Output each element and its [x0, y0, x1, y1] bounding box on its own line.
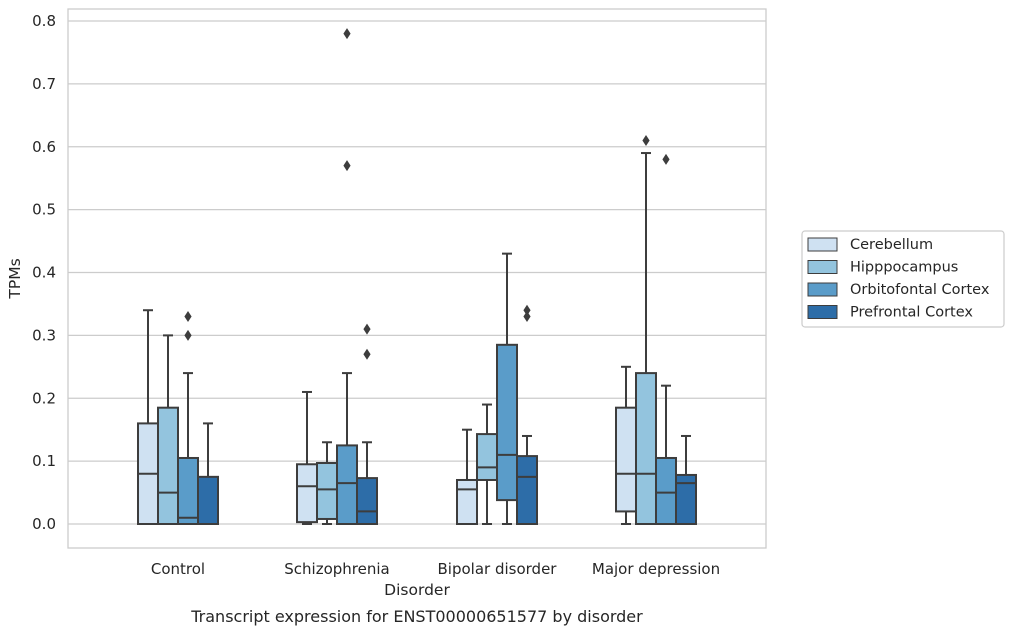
outlier-point — [363, 323, 371, 335]
plot-frame — [67, 8, 767, 549]
box-body — [356, 477, 378, 526]
box-body — [456, 478, 478, 525]
legend-frame — [801, 230, 1005, 328]
x-tick-label: Major depression — [592, 560, 720, 578]
box-orbitofontal-cortex — [336, 28, 358, 525]
y-tick-label: 0.7 — [32, 75, 56, 93]
box-prefrontal-cortex — [675, 434, 697, 525]
outlier-point — [523, 311, 531, 323]
box-orbitofontal-cortex — [177, 311, 199, 526]
outlier-point — [662, 153, 670, 165]
x-tick-label: Schizophrenia — [284, 560, 389, 578]
box-body — [675, 473, 697, 525]
x-axis-ticks: Control Schizophrenia Bipolar disorder Majo… — [151, 560, 720, 578]
outlier-point — [184, 311, 192, 323]
box-body — [635, 372, 657, 525]
outlier-point — [343, 160, 351, 172]
box-prefrontal-cortex — [356, 323, 378, 526]
box-cerebellum — [456, 428, 478, 525]
box-hipppocampus — [316, 441, 338, 525]
box-hipppocampus — [635, 134, 657, 525]
legend-swatch — [807, 237, 838, 252]
legend-swatch — [807, 305, 838, 319]
box-cerebellum — [296, 390, 318, 525]
plot-area — [137, 28, 697, 526]
outlier-point — [523, 304, 531, 316]
box-prefrontal-cortex — [516, 304, 538, 525]
outlier-point — [642, 134, 650, 146]
box-hipppocampus — [157, 334, 179, 525]
legend: Cerebellum Hipppocampus Orbitofontal Corte… — [801, 230, 1005, 328]
box-hipppocampus — [476, 403, 498, 525]
box-body — [496, 343, 518, 502]
y-tick-label: 0.5 — [32, 201, 56, 219]
box-body — [476, 433, 498, 481]
y-tick-label: 0.0 — [32, 515, 56, 533]
box-prefrontal-cortex — [197, 422, 219, 525]
y-tick-label: 0.4 — [32, 264, 56, 282]
legend-label: Hipppocampus — [850, 260, 958, 276]
y-axis-label: TPMs — [6, 258, 24, 299]
legend-label: Prefrontal Cortex — [850, 305, 973, 321]
box-cerebellum — [137, 309, 159, 525]
box-body — [177, 456, 199, 526]
y-tick-label: 0.6 — [32, 138, 56, 156]
box-body — [157, 406, 179, 525]
box-body — [655, 456, 677, 526]
legend-swatch — [807, 282, 838, 297]
box-body — [615, 406, 637, 513]
box-orbitofontal-cortex — [496, 252, 518, 525]
legend-swatch — [807, 260, 838, 274]
y-tick-label: 0.1 — [32, 452, 56, 470]
y-tick-label: 0.3 — [32, 326, 56, 344]
outlier-point — [184, 329, 192, 341]
box-body — [516, 455, 538, 525]
y-axis-ticks: 0.0 0.1 0.2 0.3 0.4 0.5 0.6 0.7 0.8 — [32, 12, 56, 533]
x-tick-label: Control — [151, 560, 205, 578]
figure-caption: Transcript expression for ENST0000065157… — [190, 607, 643, 626]
box-body — [296, 463, 318, 524]
legend-label: Orbitofontal Cortex — [850, 282, 990, 298]
box-cerebellum — [615, 365, 637, 525]
outlier-point — [343, 28, 351, 40]
y-tick-label: 0.8 — [32, 12, 56, 30]
box-body — [336, 444, 358, 525]
box-body — [316, 462, 338, 520]
outlier-point — [363, 348, 371, 360]
x-axis-label: Disorder — [384, 581, 450, 599]
legend-label: Cerebellum — [850, 237, 933, 253]
y-tick-label: 0.2 — [32, 389, 56, 407]
x-tick-label: Bipolar disorder — [438, 560, 558, 578]
box-body — [197, 475, 219, 525]
